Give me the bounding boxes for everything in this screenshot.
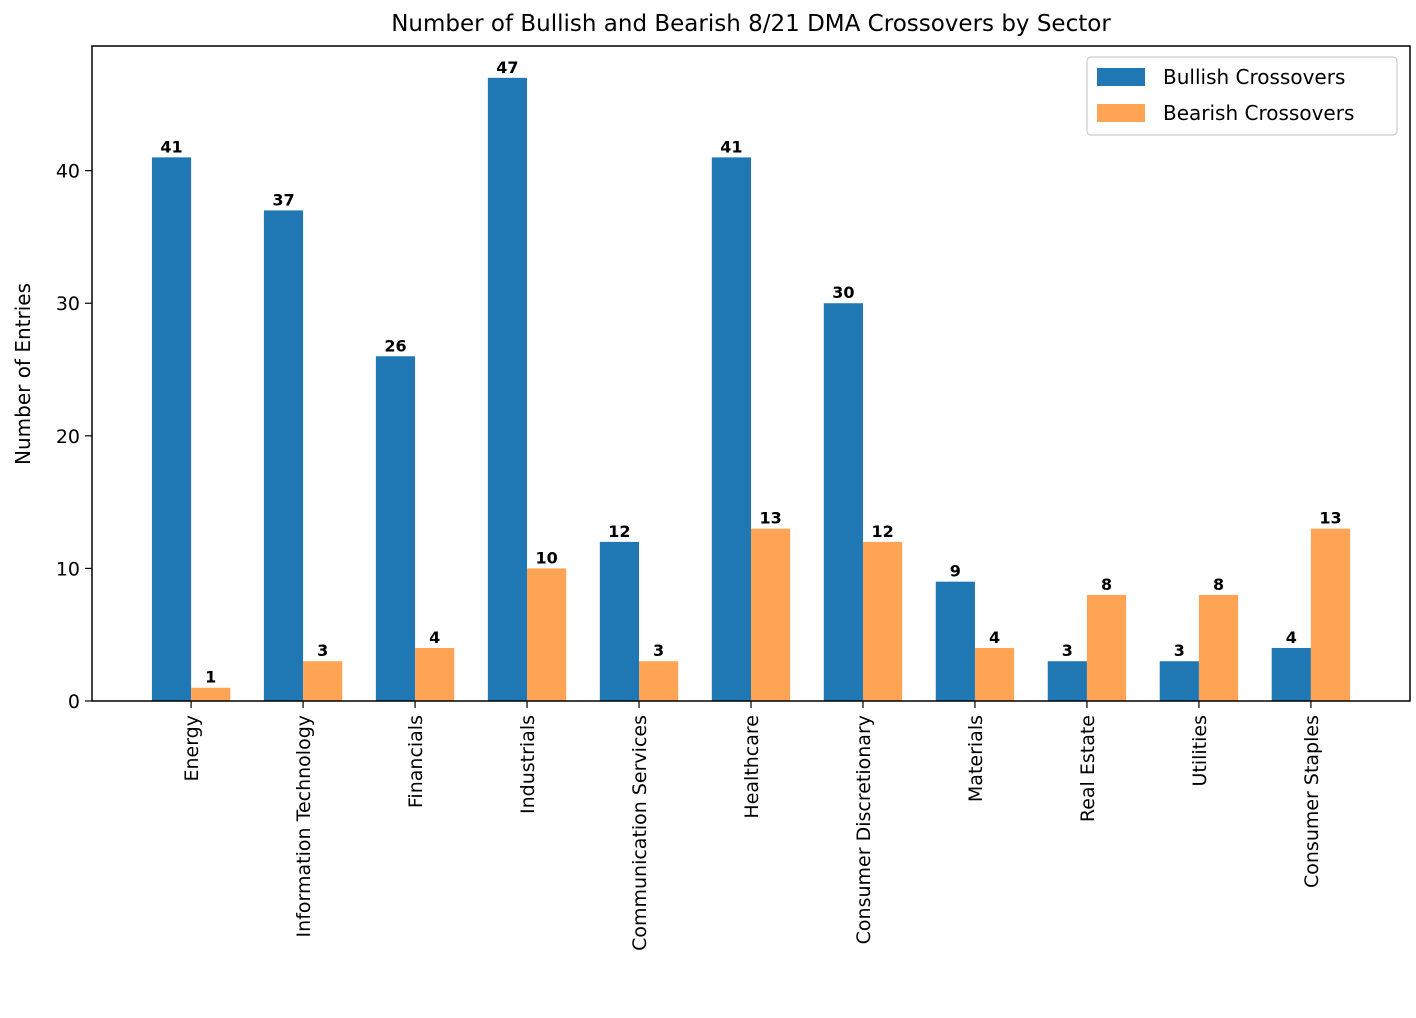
legend-label: Bullish Crossovers [1163, 65, 1345, 89]
data-label: 41 [720, 137, 742, 156]
legend-swatch [1097, 68, 1145, 86]
bar-bullish [599, 541, 640, 701]
y-tick-label: 30 [56, 293, 80, 315]
bar-bearish [751, 528, 791, 701]
bar-bearish [639, 661, 679, 701]
legend-box [1086, 56, 1398, 136]
data-label: 8 [1213, 575, 1224, 594]
data-label: 10 [536, 548, 558, 567]
bar-bullish [263, 210, 304, 701]
data-label: 12 [608, 522, 630, 541]
data-label: 13 [759, 509, 781, 528]
bar-bearish [862, 541, 903, 701]
y-tick-label: 0 [68, 691, 80, 713]
bar-bearish [527, 568, 567, 701]
bar-bullish [375, 356, 416, 701]
data-label: 37 [272, 190, 294, 209]
data-label: 9 [950, 562, 961, 581]
legend-label: Bearish Crossovers [1163, 101, 1354, 125]
y-tick-label: 10 [56, 558, 80, 580]
data-label: 47 [496, 58, 518, 77]
bar-bullish [935, 581, 975, 701]
bar-bearish [303, 661, 343, 701]
data-label: 4 [429, 628, 440, 647]
data-label: 30 [832, 283, 854, 302]
y-axis-label: Number of Entries [11, 283, 35, 465]
legend-swatch [1097, 104, 1145, 122]
chart-title: Number of Bullish and Bearish 8/21 DMA C… [391, 11, 1111, 37]
x-tick-label: Energy [181, 715, 203, 782]
y-tick-label: 20 [56, 426, 80, 448]
data-label: 3 [317, 641, 328, 660]
data-label: 4 [989, 628, 1000, 647]
x-tick-label: Industrials [517, 715, 539, 814]
bar-bearish [1086, 594, 1127, 701]
bar-bearish [974, 647, 1015, 701]
x-tick-label: Financials [405, 715, 427, 808]
data-label: 3 [1062, 641, 1073, 660]
x-tick-label: Materials [965, 715, 987, 802]
bar-bullish [823, 303, 863, 701]
x-tick-label: Utilities [1189, 715, 1211, 787]
x-tick-label: Real Estate [1077, 715, 1099, 822]
data-label: 12 [871, 522, 893, 541]
bar-bullish [1159, 661, 1199, 701]
x-tick-label: Consumer Discretionary [853, 715, 875, 944]
bar-bearish [1310, 528, 1351, 701]
x-tick-label: Information Technology [293, 715, 315, 937]
data-label: 8 [1101, 575, 1112, 594]
bar-bullish [711, 157, 751, 701]
data-label: 41 [160, 137, 182, 156]
x-tick-label: Communication Services [629, 715, 651, 951]
data-label: 3 [1174, 641, 1185, 660]
x-tick-label: Consumer Staples [1301, 715, 1323, 888]
data-label: 4 [1286, 628, 1297, 647]
data-label: 26 [384, 336, 406, 355]
y-tick-label: 40 [56, 161, 80, 183]
x-tick-label: Healthcare [741, 715, 763, 819]
bar-bearish [415, 647, 455, 701]
data-label: 1 [205, 668, 216, 687]
bar-bearish [191, 687, 231, 701]
legend: Bullish Crossovers Bearish Crossovers [1086, 56, 1398, 136]
bar-bullish [1047, 661, 1087, 701]
data-label: 3 [653, 641, 664, 660]
bar-bullish [1271, 647, 1311, 701]
bar-bullish [151, 157, 192, 701]
bar-bullish [487, 77, 528, 702]
bar-bearish [1198, 594, 1239, 701]
data-label: 13 [1319, 509, 1341, 528]
